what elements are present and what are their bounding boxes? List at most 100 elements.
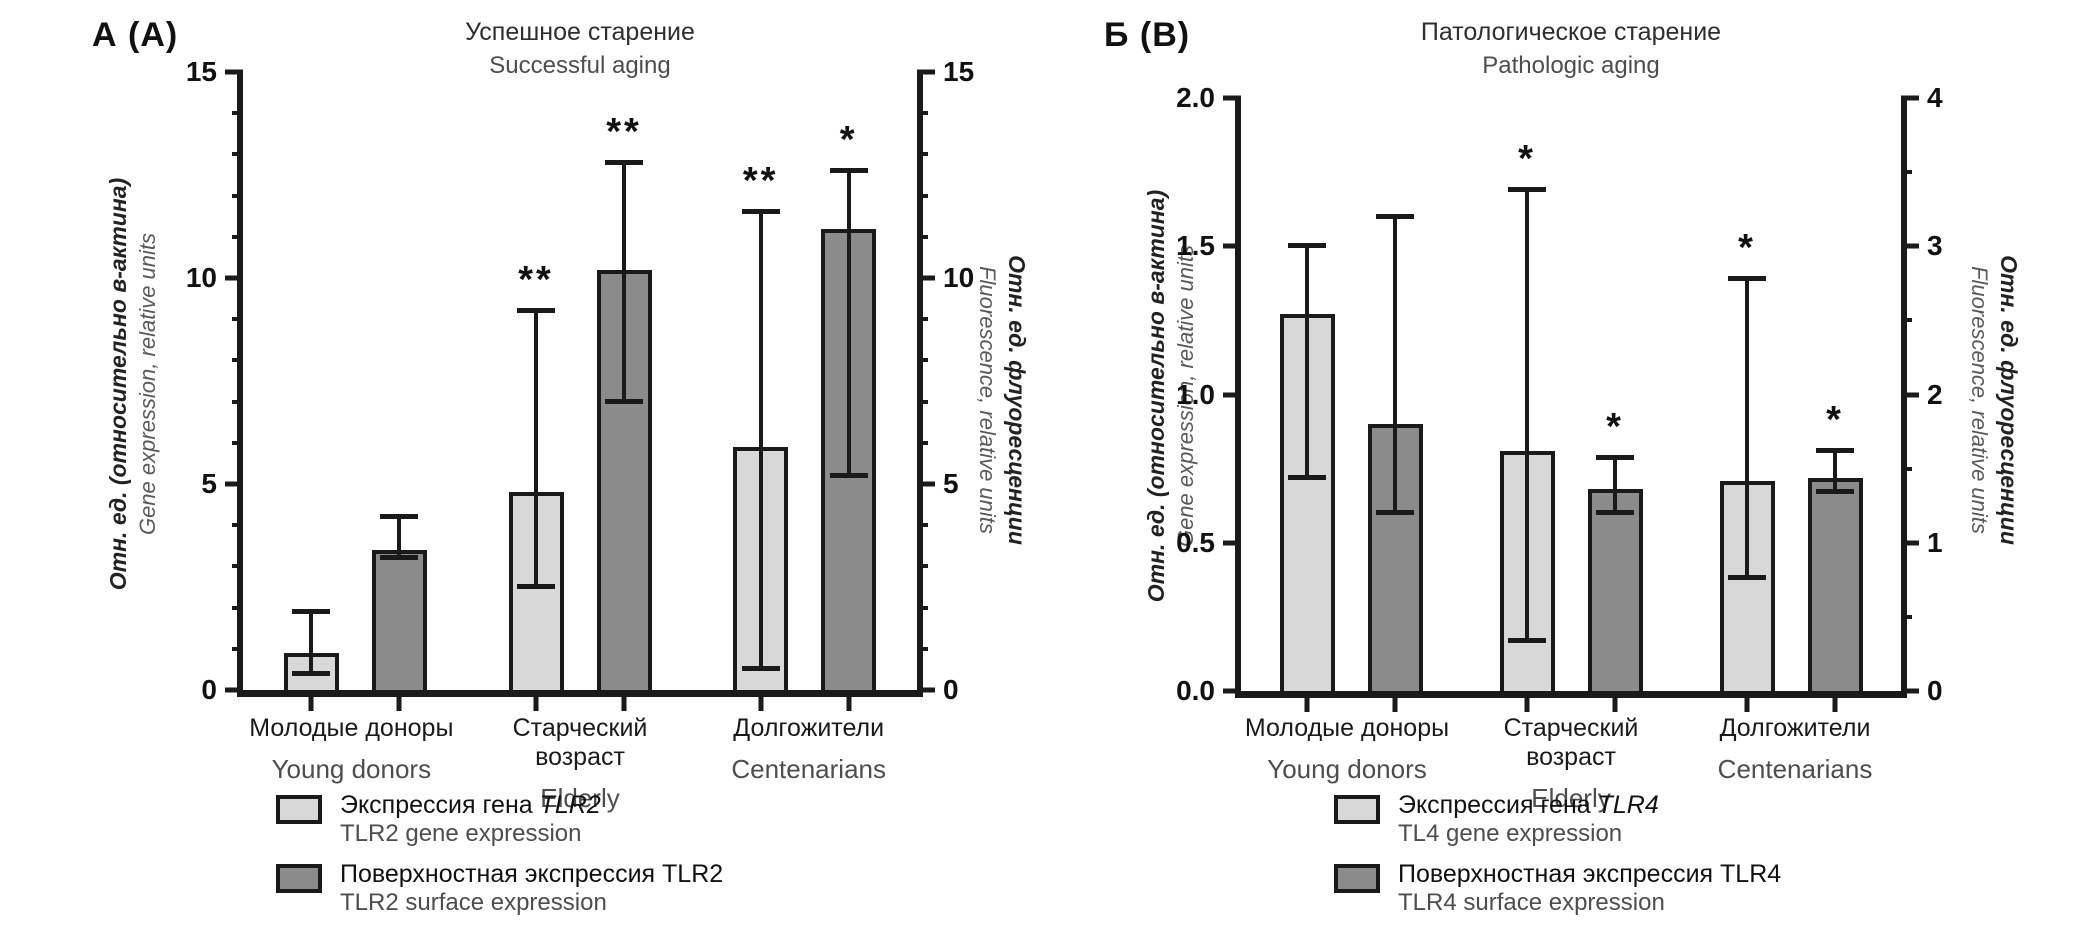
error-bar — [1613, 458, 1617, 514]
error-bar — [1305, 246, 1309, 478]
x-axis-tick — [621, 697, 627, 711]
y-axis-tick-left — [225, 481, 243, 487]
legend-label-en: TLR4 surface expression — [1398, 888, 1665, 916]
panel-a-plot-area: ** ** ** * 0 5 10 15 0 5 10 15 — [186, 58, 974, 711]
left-axis-label-en: Gene expression, relative units — [135, 232, 160, 536]
significance-marker: * — [1826, 398, 1844, 441]
significance-marker: * — [1738, 226, 1756, 269]
bar-group-1 — [243, 72, 468, 711]
legend-swatch-gene — [276, 795, 322, 824]
error-bar — [622, 162, 626, 402]
y-axis-minor-tick-left — [232, 317, 243, 322]
y-axis-minor-tick-left — [232, 193, 243, 198]
error-bar — [1833, 450, 1837, 493]
y-tick-label-right: 5 — [943, 468, 959, 499]
y-axis-minor-tick-right — [1901, 466, 1912, 471]
bar-slot-tlr4-surface-2: * — [1587, 98, 1643, 712]
y-axis-minor-tick-left — [232, 111, 243, 116]
x-label-ru: Старческий возраст — [512, 714, 648, 771]
y-tick-label-left: 5 — [201, 468, 217, 499]
legend-text-surface: Поверхностная экспрессия TLR2 TLR2 surfa… — [340, 860, 723, 918]
bar-group-2: * * — [1461, 98, 1681, 712]
y-axis-minor-tick-left — [232, 523, 243, 528]
bar-group-3: ** * — [692, 72, 917, 711]
right-axis-label-en: Fluorescence, relative units — [1967, 266, 1992, 534]
y-tick-label-left: 0.0 — [1176, 675, 1215, 706]
y-axis-minor-tick-right — [917, 440, 928, 445]
y-tick-label-left: 1.5 — [1176, 230, 1215, 262]
bar-tlr2-surface-1 — [371, 549, 427, 690]
legend-label-ru: Экспрессия гена TLR4 — [1398, 791, 1659, 819]
panel-a-legend: Экспрессия гена TLR2 TLR2 gene expressio… — [276, 791, 723, 929]
x-category-3: Долгожители Centenarians — [694, 714, 923, 814]
error-cap-bottom — [829, 472, 868, 478]
y-axis-tick-left — [225, 69, 243, 75]
error-cap-top — [829, 167, 868, 173]
y-axis-minor-tick-right — [917, 111, 928, 116]
y-tick-label-right: 0 — [943, 674, 959, 705]
y-axis-tick-right — [917, 275, 935, 281]
bar-slot-tlr2-gene-1 — [283, 72, 339, 711]
error-bar — [534, 310, 538, 587]
y-axis-minor-tick-left — [232, 440, 243, 445]
significance-marker: ** — [606, 110, 642, 153]
error-bar — [397, 516, 402, 559]
error-cap-bottom — [292, 670, 331, 676]
y-tick-label-right: 0 — [1927, 675, 1943, 706]
error-cap-top — [1508, 186, 1546, 192]
y-axis-minor-tick-right — [1901, 318, 1912, 323]
y-tick-label-left: 1.0 — [1176, 378, 1215, 410]
y-tick-label-right: 1 — [1927, 526, 1943, 558]
error-bar — [309, 611, 314, 674]
y-axis-tick-right — [1901, 540, 1919, 546]
panel-a-right-axis-label: Отн. ед. флуоресценции Fluorescence, rel… — [974, 255, 1030, 545]
bar-slot-tlr2-gene-3: ** — [733, 72, 789, 711]
right-axis-label-ru: Отн. ед. флуоресценции — [1996, 255, 2022, 545]
bar-group-3: * * — [1681, 98, 1901, 712]
x-label-ru: Старческий возраст — [1503, 714, 1639, 771]
y-axis-minor-tick-right — [1901, 614, 1912, 619]
y-axis-minor-tick-left — [232, 152, 243, 157]
error-cap-bottom — [517, 584, 555, 590]
y-axis-minor-tick-right — [917, 399, 928, 404]
legend-label-en: TL4 gene expression — [1398, 820, 1623, 847]
panel-a-title: Успешное старение Successful aging — [237, 18, 923, 80]
x-axis-tick — [1832, 698, 1838, 712]
error-cap-bottom — [380, 555, 419, 561]
y-tick-label-right: 4 — [1927, 82, 1943, 113]
legend-text-surface: Поверхностная экспрессия TLR4 TLR4 surfa… — [1398, 860, 1781, 918]
x-axis-tick — [1744, 698, 1750, 712]
bar-group-2: ** ** — [468, 72, 693, 711]
error-cap-bottom — [1508, 637, 1546, 643]
x-axis-tick — [1392, 698, 1398, 712]
x-axis-tick — [533, 697, 539, 711]
bar-group-1 — [1241, 98, 1461, 712]
error-cap-bottom — [1376, 510, 1414, 516]
legend-swatch-surface — [1334, 863, 1380, 893]
x-label-ru: Долгожители — [1719, 714, 1871, 742]
y-tick-label-left: 0 — [201, 674, 217, 705]
x-axis-tick — [1612, 698, 1618, 712]
y-axis-tick-right — [1901, 392, 1919, 397]
panel-a-x-axis-labels: Молодые доноры Young donors Старческий воз… — [237, 714, 923, 814]
panel-a-title-en: Successful aging — [489, 52, 671, 79]
error-cap-top — [517, 307, 555, 313]
x-axis-tick — [308, 697, 314, 711]
y-axis-tick-left — [1223, 243, 1241, 249]
bar-slot-tlr4-gene-3: * — [1719, 98, 1775, 712]
error-cap-bottom — [1816, 489, 1854, 495]
x-category-2: Старческий возраст Elderly — [466, 714, 695, 814]
y-axis-tick-right — [1901, 243, 1919, 249]
y-axis-tick-right — [1901, 688, 1919, 694]
bar-slot-tlr2-surface-1 — [371, 72, 427, 711]
y-axis-tick-right — [917, 687, 935, 693]
y-axis-tick-right — [917, 481, 935, 487]
legend-item-gene: Экспрессия гена TLR2 TLR2 gene expressio… — [276, 791, 723, 849]
error-cap-bottom — [605, 398, 643, 404]
y-axis-minor-tick-right — [917, 152, 928, 157]
x-label-en: Centenarians — [1717, 754, 1873, 784]
x-axis-tick — [1304, 698, 1310, 712]
x-label-en: Young donors — [271, 754, 432, 784]
y-axis-minor-tick-right — [917, 564, 928, 569]
error-cap-bottom — [1288, 474, 1326, 480]
